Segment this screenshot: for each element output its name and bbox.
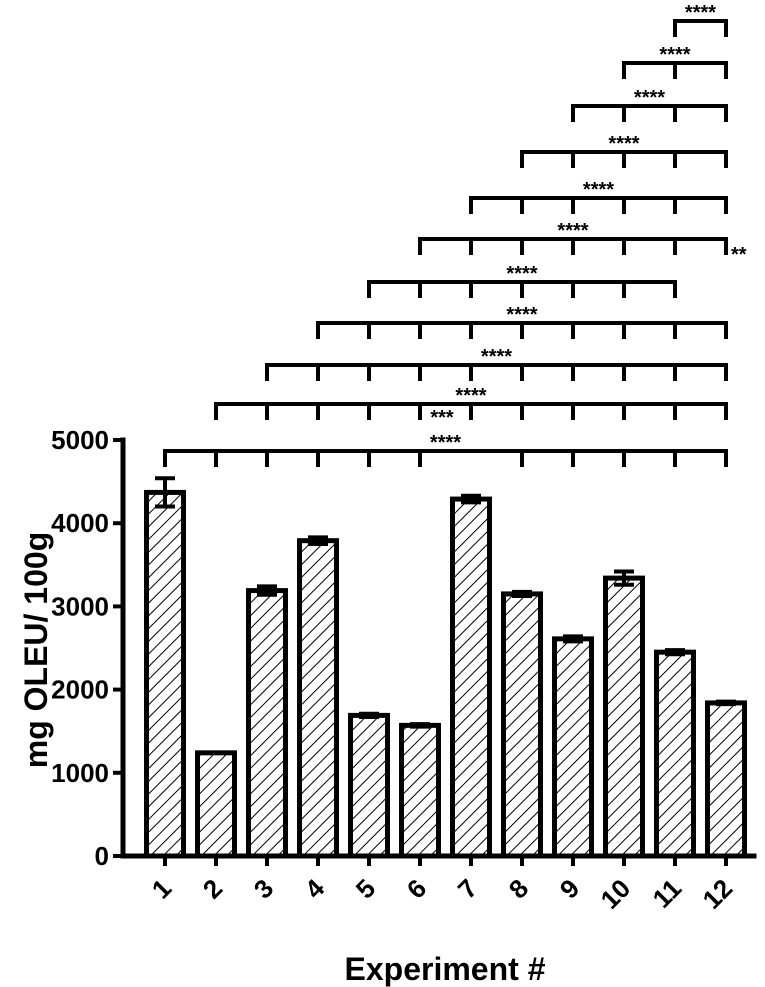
bar-11 <box>654 649 696 859</box>
significance-label: **** <box>659 44 690 66</box>
y-tick-label: 3000 <box>51 591 109 621</box>
x-axis-title: Experiment # <box>345 951 546 987</box>
bar-5 <box>348 712 390 859</box>
significance-label: **** <box>430 432 461 454</box>
x-tick-label: 6 <box>401 873 432 904</box>
bar-12 <box>705 700 747 859</box>
y-tick-label: 5000 <box>51 425 109 455</box>
significance-label: **** <box>634 87 665 109</box>
x-tick-label: 3 <box>248 873 279 904</box>
bar-3 <box>246 588 288 859</box>
significance-label: **** <box>608 133 639 155</box>
bar-2 <box>195 750 237 859</box>
bar-10 <box>603 575 645 859</box>
x-tick-label: 4 <box>299 873 331 905</box>
significance-label: **** <box>506 263 537 285</box>
bar-8 <box>501 591 543 859</box>
x-tick-label: 11 <box>647 873 688 914</box>
bar-4 <box>297 538 339 859</box>
x-tick-label: 9 <box>554 873 585 904</box>
x-tick-label: 2 <box>197 873 228 904</box>
y-tick-label: 0 <box>95 841 109 871</box>
significance-label: **** <box>685 2 716 24</box>
y-tick-label: 1000 <box>51 758 109 788</box>
x-tick-label: 8 <box>503 873 534 904</box>
y-tick-label: 2000 <box>51 675 109 705</box>
x-tick-label: 5 <box>350 873 381 904</box>
y-axis-title: mg OLEU/ 100g <box>18 532 54 769</box>
bars <box>144 476 747 859</box>
bar-6 <box>399 722 441 859</box>
bar-1 <box>144 489 186 859</box>
significance-brackets: ****************************************… <box>163 2 747 467</box>
y-tick-label: 4000 <box>51 508 109 538</box>
x-tick-label: 10 <box>595 873 637 915</box>
significance-label: **** <box>481 346 512 368</box>
x-tick-label: 12 <box>697 873 739 915</box>
significance-label: **** <box>506 304 537 326</box>
y-axis: 0 1000 2000 3000 4000 5000 <box>51 425 126 871</box>
bar-7 <box>450 496 492 859</box>
x-axis: 1 2 3 4 5 6 7 8 9 10 11 12 <box>120 853 757 915</box>
significance-label: ** <box>731 244 747 266</box>
significance-label: **** <box>557 220 588 242</box>
significance-label: **** <box>455 385 486 407</box>
x-tick-label: 1 <box>146 873 177 904</box>
significance-label: **** <box>583 179 614 201</box>
x-tick-label: 7 <box>452 873 483 904</box>
bar-9 <box>552 636 594 859</box>
significance-label: *** <box>430 407 454 429</box>
